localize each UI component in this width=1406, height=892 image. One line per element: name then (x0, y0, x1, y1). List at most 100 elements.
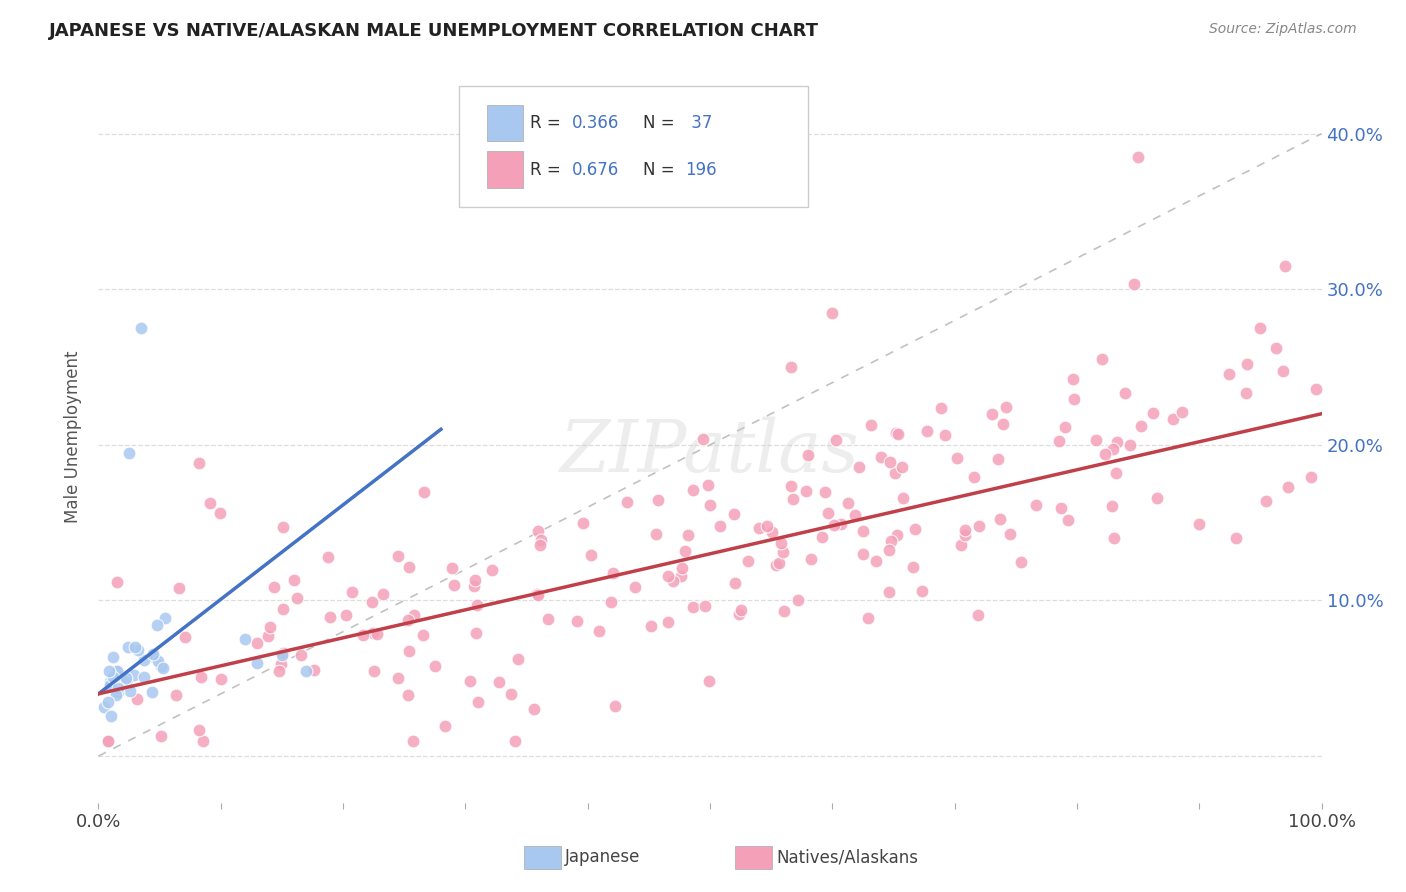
Text: JAPANESE VS NATIVE/ALASKAN MALE UNEMPLOYMENT CORRELATION CHART: JAPANESE VS NATIVE/ALASKAN MALE UNEMPLOY… (49, 22, 820, 40)
Point (765, 558, 787, 572)
Point (1161, 412, 1184, 426)
Point (830, 517, 852, 532)
Point (696, 477, 718, 491)
Point (246, 635, 269, 649)
Point (101, 650, 124, 665)
Point (467, 695, 489, 709)
Point (117, 640, 139, 654)
Point (1053, 420, 1076, 434)
Point (657, 569, 679, 583)
Point (142, 649, 165, 664)
Point (1101, 499, 1123, 513)
Point (772, 604, 794, 618)
Point (880, 533, 903, 548)
Point (174, 630, 197, 644)
Point (844, 508, 866, 523)
Point (93, 700, 115, 714)
Point (1264, 341, 1286, 355)
Point (290, 648, 312, 663)
Point (623, 580, 645, 594)
Point (127, 691, 149, 706)
Point (884, 425, 907, 440)
Point (503, 733, 526, 747)
Point (1249, 321, 1271, 335)
Point (1062, 372, 1084, 386)
Text: 196: 196 (686, 161, 717, 178)
Point (848, 459, 870, 474)
Point (588, 624, 610, 638)
Point (340, 585, 363, 599)
Point (891, 491, 914, 505)
Point (967, 519, 990, 533)
Point (761, 525, 783, 540)
Point (463, 579, 485, 593)
Point (1063, 392, 1085, 406)
Point (404, 608, 426, 623)
Point (1272, 364, 1295, 378)
Point (100, 708, 122, 723)
Point (682, 483, 704, 497)
Point (768, 557, 790, 571)
Point (233, 632, 256, 647)
Point (1104, 531, 1126, 545)
Point (443, 578, 465, 592)
Point (994, 400, 1017, 414)
Point (153, 611, 176, 625)
Point (730, 603, 752, 617)
Point (105, 575, 128, 590)
Point (724, 575, 747, 590)
Point (811, 530, 834, 544)
Point (934, 427, 956, 442)
Point (132, 670, 155, 684)
Text: Source: ZipAtlas.com: Source: ZipAtlas.com (1209, 22, 1357, 37)
Point (879, 455, 901, 469)
Point (108, 669, 131, 683)
Point (530, 533, 553, 547)
Point (1274, 259, 1296, 273)
Point (697, 673, 720, 688)
Point (361, 594, 384, 608)
Point (198, 496, 221, 510)
Point (361, 626, 384, 640)
Point (142, 647, 165, 661)
Point (396, 689, 419, 703)
Point (398, 644, 420, 658)
Point (263, 580, 285, 594)
Point (1049, 434, 1071, 449)
Point (98, 665, 121, 679)
Point (800, 552, 823, 566)
Point (413, 485, 436, 500)
FancyBboxPatch shape (488, 104, 523, 142)
Point (98, 678, 121, 692)
Point (481, 563, 503, 577)
Point (149, 729, 172, 743)
Point (319, 610, 342, 624)
Point (671, 561, 693, 575)
Text: 0.366: 0.366 (572, 114, 619, 132)
Point (770, 536, 793, 550)
Point (737, 554, 759, 568)
Point (373, 587, 395, 601)
Point (904, 522, 927, 536)
Point (1010, 555, 1032, 569)
Point (823, 518, 845, 533)
Point (209, 672, 232, 686)
Point (780, 479, 803, 493)
Point (188, 456, 211, 470)
Point (678, 527, 700, 541)
Point (780, 359, 803, 374)
Point (884, 467, 907, 481)
Point (644, 527, 666, 541)
Point (772, 544, 794, 558)
Point (1105, 434, 1128, 449)
Point (1171, 405, 1194, 419)
Point (366, 626, 388, 640)
Point (1094, 447, 1116, 461)
Point (107, 685, 129, 699)
Point (441, 561, 464, 575)
Point (953, 523, 976, 537)
Text: 0.676: 0.676 (572, 161, 619, 178)
Point (852, 524, 875, 538)
Point (603, 699, 626, 714)
Point (579, 548, 602, 562)
